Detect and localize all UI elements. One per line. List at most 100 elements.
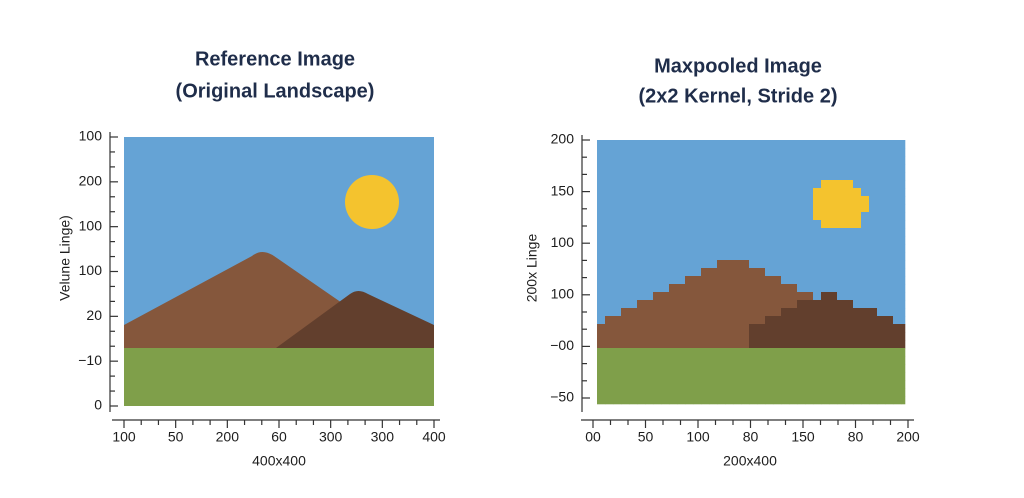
pixel-block <box>621 188 630 197</box>
pixel-block <box>701 340 710 349</box>
pixel-block <box>765 276 774 285</box>
pixel-block <box>613 188 622 197</box>
pixel-block <box>693 284 702 293</box>
pixel-block <box>853 332 862 341</box>
pixel-block <box>765 196 774 205</box>
pixel-block <box>597 308 606 317</box>
pixel-block <box>901 260 906 269</box>
pixel-block <box>861 300 870 309</box>
pixel-block <box>621 364 630 373</box>
pixel-block <box>629 212 638 221</box>
pixel-block <box>765 284 774 293</box>
pixel-block <box>725 316 734 325</box>
pixel-block <box>685 148 694 157</box>
pixel-block <box>629 316 638 325</box>
pixel-block <box>685 260 694 269</box>
pixel-block <box>613 268 622 277</box>
pixel-block <box>829 196 838 205</box>
pixel-block <box>829 332 838 341</box>
pixel-block <box>893 348 902 357</box>
pixel-block <box>613 276 622 285</box>
pixel-block <box>805 396 814 405</box>
pixel-block <box>597 300 606 309</box>
pixel-block <box>749 308 758 317</box>
pixel-block <box>877 356 886 365</box>
pixel-block <box>757 156 766 165</box>
pixel-block <box>861 236 870 245</box>
pixel-block <box>789 156 798 165</box>
pixel-block <box>693 308 702 317</box>
pixel-block <box>693 348 702 357</box>
pixel-block <box>677 300 686 309</box>
pixel-block <box>597 156 606 165</box>
pixel-block <box>845 284 854 293</box>
pixel-block <box>861 316 870 325</box>
x-tick-label: 150 <box>791 429 815 445</box>
pixel-block <box>685 332 694 341</box>
pixel-block <box>725 260 734 269</box>
pixel-block <box>701 284 710 293</box>
pixel-block <box>733 260 742 269</box>
pixel-block <box>605 148 614 157</box>
pixel-block <box>741 180 750 189</box>
pixel-block <box>733 180 742 189</box>
pixel-block <box>629 348 638 357</box>
pixel-block <box>893 364 902 373</box>
pixel-block <box>629 284 638 293</box>
pixel-block <box>597 228 606 237</box>
pixel-block <box>677 268 686 277</box>
pixel-block <box>709 340 718 349</box>
pixel-block <box>677 348 686 357</box>
pixel-block <box>893 140 902 149</box>
pixel-block <box>637 244 646 253</box>
pixel-block <box>805 388 814 397</box>
pixel-block <box>733 148 742 157</box>
pixel-block <box>837 316 846 325</box>
pixel-block <box>669 260 678 269</box>
pixel-block <box>765 324 774 333</box>
pixel-block <box>637 164 646 173</box>
pixel-block <box>677 356 686 365</box>
pixel-block <box>901 284 906 293</box>
pixel-block <box>669 356 678 365</box>
pixel-block <box>901 140 906 149</box>
pixel-block <box>717 172 726 181</box>
pixel-block <box>789 284 798 293</box>
pixel-block <box>645 340 654 349</box>
pixel-block <box>869 228 878 237</box>
pixel-block <box>805 236 814 245</box>
pixel-block <box>901 228 906 237</box>
pixel-block <box>893 388 902 397</box>
pixel-block <box>653 356 662 365</box>
pixel-block <box>613 156 622 165</box>
pixel-block <box>765 268 774 277</box>
pixel-block <box>853 180 862 189</box>
pixel-block <box>797 188 806 197</box>
pixel-block <box>829 300 838 309</box>
pixel-block <box>621 212 630 221</box>
pixel-block <box>765 396 774 405</box>
pixel-block <box>669 308 678 317</box>
pixel-block <box>821 292 830 301</box>
pixel-block <box>869 364 878 373</box>
pixel-block <box>597 180 606 189</box>
pixel-block <box>637 268 646 277</box>
pixel-block <box>597 348 606 357</box>
pixel-block <box>709 364 718 373</box>
pixel-block <box>837 188 846 197</box>
pixel-block <box>741 228 750 237</box>
pixel-block <box>741 284 750 293</box>
pixel-block <box>853 348 862 357</box>
pixel-block <box>629 164 638 173</box>
pixel-block <box>645 300 654 309</box>
pixel-block <box>813 268 822 277</box>
pixel-block <box>693 252 702 261</box>
pixel-block <box>637 332 646 341</box>
pixel-block <box>725 396 734 405</box>
pixel-block <box>789 276 798 285</box>
pixel-block <box>685 180 694 189</box>
pixel-block <box>893 228 902 237</box>
pixel-block <box>813 356 822 365</box>
pixel-block <box>693 340 702 349</box>
pixel-block <box>845 308 854 317</box>
